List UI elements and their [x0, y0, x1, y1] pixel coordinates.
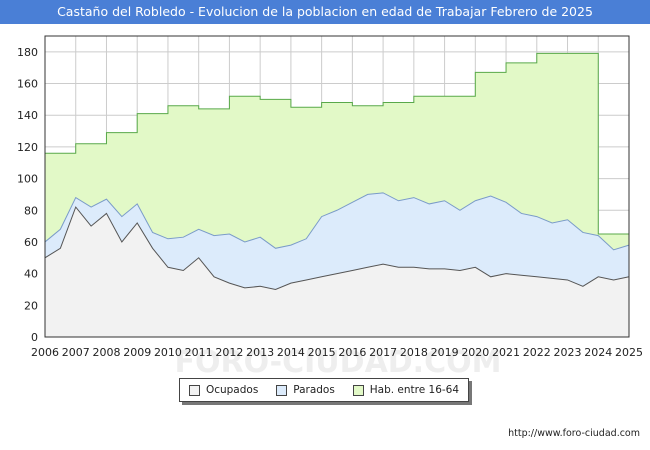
x-tick-label: 2024: [584, 346, 612, 359]
x-tick-label: 2015: [308, 346, 336, 359]
source-url: http://www.foro-ciudad.com: [508, 428, 640, 439]
x-tick-label: 2008: [92, 346, 120, 359]
y-tick-label: 80: [24, 204, 38, 217]
x-tick-label: 2006: [31, 346, 59, 359]
y-tick-label: 20: [24, 299, 38, 312]
legend-label-parados: Parados: [293, 384, 335, 396]
x-tick-label: 2019: [431, 346, 459, 359]
plot-border: [44, 35, 630, 338]
x-tick-label: 2025: [615, 346, 643, 359]
line-ocupados: [44, 206, 630, 290]
y-tick-label: 40: [24, 268, 38, 281]
y-tick-label: 60: [24, 236, 38, 249]
y-tick-label: 100: [17, 173, 38, 186]
chart-title: Castaño del Robledo - Evolucion de la po…: [0, 0, 650, 24]
watermark-text: FORO-CIUDAD.COM: [175, 345, 502, 380]
legend-item-ocupados: Ocupados: [188, 384, 259, 396]
legend-item-hab: Hab. entre 16-64: [352, 384, 460, 396]
y-tick-label: 140: [17, 109, 38, 122]
x-tick-label: 2018: [400, 346, 428, 359]
x-tick-label: 2012: [215, 346, 243, 359]
line-parados: [44, 192, 630, 251]
chart-legend: Ocupados Parados Hab. entre 16-64: [179, 378, 469, 402]
x-tick-label: 2009: [123, 346, 151, 359]
line-hab: [45, 52, 629, 235]
y-tick-label: 120: [17, 141, 38, 154]
x-tick-label: 2013: [246, 346, 274, 359]
legend-swatch-parados: [276, 384, 288, 396]
x-tick-label: 2011: [185, 346, 213, 359]
x-tick-label: 2007: [62, 346, 90, 359]
y-tick-label: 180: [17, 46, 38, 59]
legend-item-parados: Parados: [276, 384, 335, 396]
x-tick-label: 2023: [554, 346, 582, 359]
x-tick-label: 2020: [461, 346, 489, 359]
x-tick-label: 2021: [492, 346, 520, 359]
legend-swatch-ocupados: [188, 384, 200, 396]
area-ocupados: [45, 207, 629, 337]
y-tick-label: 0: [31, 331, 38, 344]
x-tick-label: 2014: [277, 346, 305, 359]
x-tick-label: 2016: [338, 346, 366, 359]
x-tick-label: 2017: [369, 346, 397, 359]
x-tick-label: 2022: [523, 346, 551, 359]
legend-swatch-hab: [352, 384, 364, 396]
legend-label-hab: Hab. entre 16-64: [369, 384, 460, 396]
x-tick-label: 2010: [154, 346, 182, 359]
legend-label-ocupados: Ocupados: [205, 384, 259, 396]
y-tick-label: 160: [17, 78, 38, 91]
